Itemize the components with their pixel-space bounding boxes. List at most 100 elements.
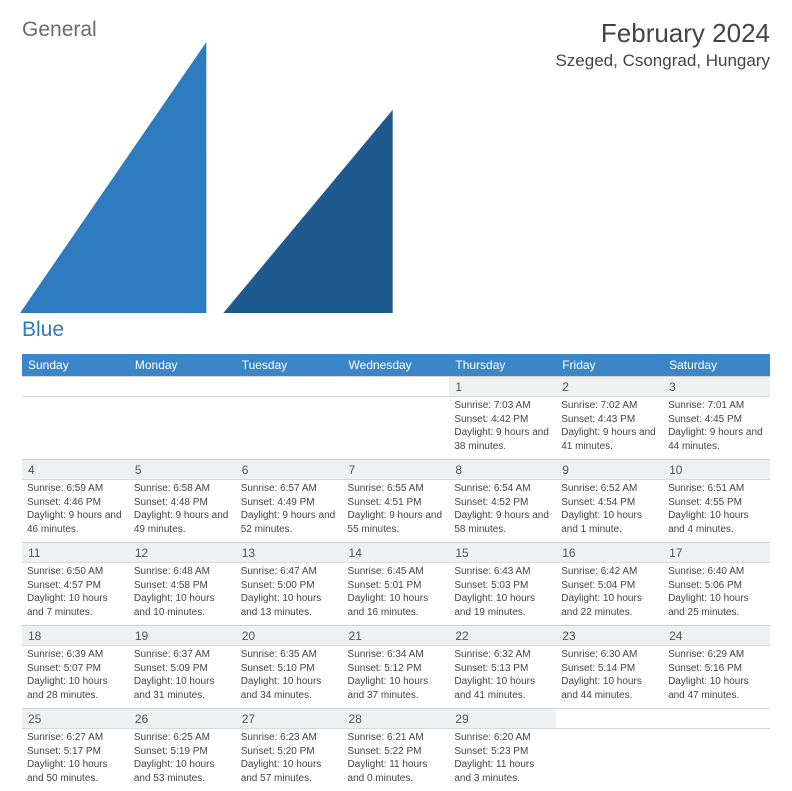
day-body-row: Sunrise: 6:50 AMSunset: 4:57 PMDaylight:…: [22, 563, 770, 626]
daylight-text: Daylight: 10 hours and 19 minutes.: [454, 592, 551, 619]
day-body-cell: [129, 397, 236, 460]
daylight-text: Daylight: 10 hours and 31 minutes.: [134, 675, 231, 702]
sunset-text: Sunset: 4:54 PM: [561, 496, 658, 510]
day-body-cell: Sunrise: 6:27 AMSunset: 5:17 PMDaylight:…: [22, 729, 129, 791]
weekday-header: Monday: [129, 354, 236, 377]
daylight-text: Daylight: 10 hours and 34 minutes.: [241, 675, 338, 702]
day-body-cell: Sunrise: 6:39 AMSunset: 5:07 PMDaylight:…: [22, 646, 129, 709]
page-title: February 2024: [555, 18, 770, 49]
day-body-cell: Sunrise: 6:37 AMSunset: 5:09 PMDaylight:…: [129, 646, 236, 709]
sunset-text: Sunset: 4:52 PM: [454, 496, 551, 510]
sunrise-text: Sunrise: 7:02 AM: [561, 399, 658, 413]
sunset-text: Sunset: 5:12 PM: [348, 662, 445, 676]
day-body-cell: Sunrise: 6:35 AMSunset: 5:10 PMDaylight:…: [236, 646, 343, 709]
day-body-cell: Sunrise: 6:34 AMSunset: 5:12 PMDaylight:…: [343, 646, 450, 709]
sunrise-text: Sunrise: 6:43 AM: [454, 565, 551, 579]
day-body-cell: Sunrise: 6:57 AMSunset: 4:49 PMDaylight:…: [236, 480, 343, 543]
day-body-cell: Sunrise: 6:25 AMSunset: 5:19 PMDaylight:…: [129, 729, 236, 791]
weekday-header: Friday: [556, 354, 663, 377]
sunrise-text: Sunrise: 6:51 AM: [668, 482, 765, 496]
weekday-header-row: Sunday Monday Tuesday Wednesday Thursday…: [22, 354, 770, 377]
daylight-text: Daylight: 10 hours and 4 minutes.: [668, 509, 765, 536]
daylight-text: Daylight: 11 hours and 3 minutes.: [454, 758, 551, 785]
day-number-cell: [343, 377, 450, 397]
location-subtitle: Szeged, Csongrad, Hungary: [555, 51, 770, 71]
daylight-text: Daylight: 11 hours and 0 minutes.: [348, 758, 445, 785]
daylight-text: Daylight: 9 hours and 52 minutes.: [241, 509, 338, 536]
sunset-text: Sunset: 5:00 PM: [241, 579, 338, 593]
sunset-text: Sunset: 5:22 PM: [348, 745, 445, 759]
sunrise-text: Sunrise: 6:20 AM: [454, 731, 551, 745]
daylight-text: Daylight: 9 hours and 58 minutes.: [454, 509, 551, 536]
day-number-cell: [236, 377, 343, 397]
daylight-text: Daylight: 9 hours and 46 minutes.: [27, 509, 124, 536]
sunrise-text: Sunrise: 6:30 AM: [561, 648, 658, 662]
daylight-text: Daylight: 10 hours and 1 minute.: [561, 509, 658, 536]
day-body-cell: Sunrise: 6:54 AMSunset: 4:52 PMDaylight:…: [449, 480, 556, 543]
day-number-cell: 15: [449, 543, 556, 563]
day-body-cell: Sunrise: 6:30 AMSunset: 5:14 PMDaylight:…: [556, 646, 663, 709]
day-body-row: Sunrise: 6:39 AMSunset: 5:07 PMDaylight:…: [22, 646, 770, 709]
sunset-text: Sunset: 5:04 PM: [561, 579, 658, 593]
day-body-cell: Sunrise: 6:47 AMSunset: 5:00 PMDaylight:…: [236, 563, 343, 626]
daylight-text: Daylight: 9 hours and 55 minutes.: [348, 509, 445, 536]
sunset-text: Sunset: 5:01 PM: [348, 579, 445, 593]
day-number-cell: 24: [663, 626, 770, 646]
header: General Blue February 2024 Szeged, Csong…: [22, 18, 770, 342]
day-number-cell: 8: [449, 460, 556, 480]
day-number-cell: 4: [22, 460, 129, 480]
day-number-cell: 23: [556, 626, 663, 646]
day-number-cell: 20: [236, 626, 343, 646]
day-number-cell: 13: [236, 543, 343, 563]
day-number-cell: 17: [663, 543, 770, 563]
day-number-cell: 16: [556, 543, 663, 563]
sunrise-text: Sunrise: 6:34 AM: [348, 648, 445, 662]
daylight-text: Daylight: 10 hours and 47 minutes.: [668, 675, 765, 702]
sunrise-text: Sunrise: 6:55 AM: [348, 482, 445, 496]
day-body-cell: Sunrise: 6:32 AMSunset: 5:13 PMDaylight:…: [449, 646, 556, 709]
daylight-text: Daylight: 10 hours and 37 minutes.: [348, 675, 445, 702]
day-body-cell: Sunrise: 7:01 AMSunset: 4:45 PMDaylight:…: [663, 397, 770, 460]
sunset-text: Sunset: 5:23 PM: [454, 745, 551, 759]
sunset-text: Sunset: 4:49 PM: [241, 496, 338, 510]
sunrise-text: Sunrise: 6:39 AM: [27, 648, 124, 662]
daylight-text: Daylight: 10 hours and 25 minutes.: [668, 592, 765, 619]
day-body-cell: [556, 729, 663, 791]
sunrise-text: Sunrise: 6:37 AM: [134, 648, 231, 662]
sunset-text: Sunset: 4:45 PM: [668, 413, 765, 427]
daylight-text: Daylight: 10 hours and 13 minutes.: [241, 592, 338, 619]
daylight-text: Daylight: 9 hours and 41 minutes.: [561, 426, 658, 453]
day-number-cell: 10: [663, 460, 770, 480]
day-number-cell: 14: [343, 543, 450, 563]
sunrise-text: Sunrise: 6:47 AM: [241, 565, 338, 579]
day-body-cell: Sunrise: 6:42 AMSunset: 5:04 PMDaylight:…: [556, 563, 663, 626]
day-body-cell: Sunrise: 6:40 AMSunset: 5:06 PMDaylight:…: [663, 563, 770, 626]
day-body-row: Sunrise: 6:27 AMSunset: 5:17 PMDaylight:…: [22, 729, 770, 791]
sunrise-text: Sunrise: 6:25 AM: [134, 731, 231, 745]
sunrise-text: Sunrise: 7:01 AM: [668, 399, 765, 413]
day-number-cell: 21: [343, 626, 450, 646]
sunset-text: Sunset: 5:16 PM: [668, 662, 765, 676]
weekday-header: Thursday: [449, 354, 556, 377]
weekday-header: Tuesday: [236, 354, 343, 377]
day-body-cell: [663, 729, 770, 791]
day-body-cell: Sunrise: 6:50 AMSunset: 4:57 PMDaylight:…: [22, 563, 129, 626]
day-number-cell: 5: [129, 460, 236, 480]
sunrise-text: Sunrise: 6:59 AM: [27, 482, 124, 496]
day-body-row: Sunrise: 7:03 AMSunset: 4:42 PMDaylight:…: [22, 397, 770, 460]
logo: General Blue: [22, 18, 395, 342]
sunrise-text: Sunrise: 6:48 AM: [134, 565, 231, 579]
sunrise-text: Sunrise: 6:29 AM: [668, 648, 765, 662]
day-number-cell: 6: [236, 460, 343, 480]
sunrise-text: Sunrise: 6:57 AM: [241, 482, 338, 496]
daylight-text: Daylight: 10 hours and 22 minutes.: [561, 592, 658, 619]
day-body-cell: Sunrise: 6:52 AMSunset: 4:54 PMDaylight:…: [556, 480, 663, 543]
sunset-text: Sunset: 4:43 PM: [561, 413, 658, 427]
logo-sail-icon: [20, 300, 393, 317]
day-number-cell: [129, 377, 236, 397]
sunset-text: Sunset: 4:51 PM: [348, 496, 445, 510]
day-number-cell: 9: [556, 460, 663, 480]
day-body-cell: [236, 397, 343, 460]
sunrise-text: Sunrise: 6:45 AM: [348, 565, 445, 579]
day-number-cell: [663, 709, 770, 729]
